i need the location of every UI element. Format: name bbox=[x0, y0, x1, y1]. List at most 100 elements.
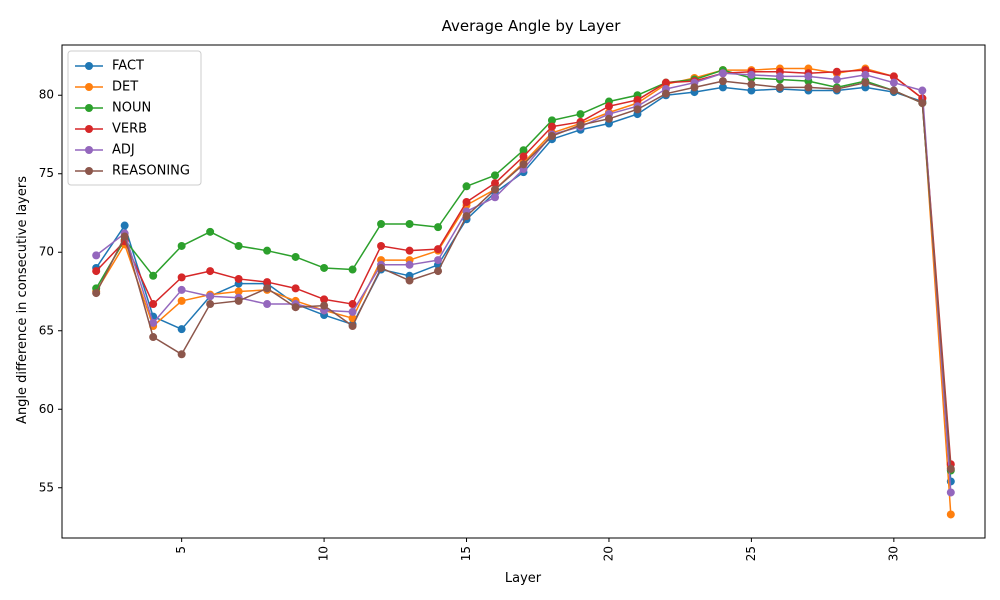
data-point bbox=[405, 276, 414, 285]
data-point bbox=[889, 78, 898, 87]
y-tick-label: 75 bbox=[39, 166, 54, 180]
y-tick-label: 80 bbox=[39, 88, 54, 102]
x-tick-label: 10 bbox=[317, 546, 331, 561]
x-tick-label: 20 bbox=[601, 546, 615, 561]
legend-swatch-marker bbox=[85, 104, 93, 112]
x-axis-label: Layer bbox=[505, 571, 542, 586]
legend-swatch-marker bbox=[85, 125, 93, 133]
data-point bbox=[149, 300, 158, 309]
data-point bbox=[946, 488, 955, 497]
x-axis: 5 10 15 20 25 30 bbox=[174, 538, 900, 561]
data-point bbox=[491, 193, 500, 202]
data-point bbox=[405, 260, 414, 269]
data-point bbox=[491, 185, 500, 194]
data-point bbox=[348, 307, 357, 316]
chart-title: Average Angle by Layer bbox=[442, 17, 622, 35]
data-point bbox=[775, 72, 784, 81]
data-point bbox=[434, 256, 443, 265]
x-tick-label: 5 bbox=[174, 546, 188, 554]
axes-frame bbox=[61, 44, 986, 539]
legend-item-adj: ADJ bbox=[75, 143, 135, 158]
legend-swatch-marker bbox=[85, 146, 93, 154]
legend-label: ADJ bbox=[112, 143, 135, 158]
data-point bbox=[234, 296, 243, 305]
legend-label: FACT bbox=[112, 59, 144, 74]
data-point bbox=[690, 83, 699, 92]
data-point bbox=[434, 245, 443, 254]
data-point bbox=[92, 251, 101, 260]
data-point bbox=[206, 267, 215, 276]
data-point bbox=[519, 152, 528, 161]
data-point bbox=[604, 114, 613, 123]
data-point bbox=[149, 333, 158, 342]
data-point bbox=[120, 221, 129, 230]
plot-area bbox=[61, 44, 986, 539]
data-point bbox=[234, 274, 243, 283]
data-point bbox=[918, 86, 927, 95]
data-point bbox=[177, 325, 186, 334]
y-tick-label: 70 bbox=[39, 245, 54, 259]
legend-label: NOUN bbox=[112, 101, 151, 116]
data-point bbox=[405, 219, 414, 228]
legend-item-reasoning: REASONING bbox=[75, 164, 190, 179]
legend-label: VERB bbox=[112, 122, 147, 137]
data-point bbox=[177, 241, 186, 250]
data-point bbox=[661, 89, 670, 98]
data-point bbox=[263, 300, 272, 309]
y-tick-label: 60 bbox=[39, 402, 54, 416]
legend-item-noun: NOUN bbox=[75, 101, 151, 116]
data-point bbox=[149, 318, 158, 327]
data-point bbox=[263, 278, 272, 287]
x-tick-label: 25 bbox=[744, 546, 758, 561]
x-tick-label: 15 bbox=[459, 546, 473, 561]
data-point bbox=[234, 241, 243, 250]
data-point bbox=[747, 80, 756, 89]
data-point bbox=[434, 267, 443, 276]
data-point bbox=[206, 300, 215, 309]
data-point bbox=[775, 83, 784, 92]
data-point bbox=[576, 121, 585, 130]
legend-label: REASONING bbox=[112, 164, 190, 179]
data-point bbox=[747, 70, 756, 79]
data-point bbox=[747, 86, 756, 95]
data-point bbox=[92, 267, 101, 276]
data-point bbox=[377, 263, 386, 272]
data-point bbox=[291, 284, 300, 293]
data-point bbox=[861, 78, 870, 87]
data-point bbox=[547, 122, 556, 131]
data-point bbox=[718, 83, 727, 92]
series-reasoning bbox=[92, 77, 955, 473]
y-axis-label: Angle difference in consecutive layers bbox=[15, 176, 30, 424]
data-point bbox=[832, 67, 841, 76]
data-point bbox=[832, 84, 841, 93]
legend-box bbox=[67, 50, 202, 186]
legend-swatch-marker bbox=[85, 83, 93, 91]
data-point bbox=[604, 102, 613, 111]
data-point bbox=[291, 252, 300, 261]
data-point bbox=[491, 179, 500, 188]
data-point bbox=[377, 219, 386, 228]
data-point bbox=[348, 300, 357, 309]
data-point bbox=[348, 314, 357, 323]
data-point bbox=[889, 72, 898, 81]
data-point bbox=[576, 110, 585, 119]
data-point bbox=[946, 464, 955, 473]
data-point bbox=[718, 77, 727, 86]
data-point bbox=[661, 78, 670, 87]
data-point bbox=[377, 241, 386, 250]
data-point bbox=[633, 95, 642, 104]
y-tick-label: 55 bbox=[39, 480, 54, 494]
data-point bbox=[918, 99, 927, 108]
data-point bbox=[291, 303, 300, 312]
data-point bbox=[206, 292, 215, 301]
legend-swatch-marker bbox=[85, 167, 93, 175]
data-point bbox=[832, 75, 841, 84]
data-point bbox=[348, 265, 357, 274]
data-point bbox=[320, 263, 329, 272]
y-tick-label: 65 bbox=[39, 323, 54, 337]
legend-label: DET bbox=[112, 80, 138, 95]
data-point bbox=[633, 105, 642, 114]
legend-item-det: DET bbox=[75, 80, 138, 95]
data-point bbox=[462, 182, 471, 191]
